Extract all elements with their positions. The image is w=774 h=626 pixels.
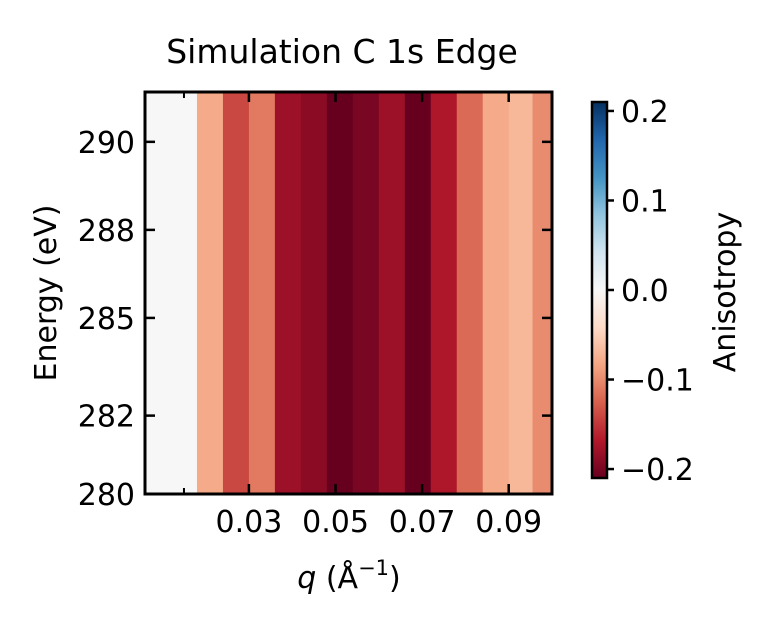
x-axis-label-variable: q <box>297 561 316 596</box>
heatmap-cell <box>145 92 172 494</box>
colorbar-tick-label: −0.2 <box>621 453 694 488</box>
heatmap-cell <box>378 92 406 494</box>
heatmap-cell <box>456 92 484 494</box>
plot-frame <box>143 90 554 496</box>
heatmap-cell <box>196 92 224 494</box>
heatmap-cell <box>222 92 250 494</box>
y-axis-label: Energy (eV) <box>29 205 64 382</box>
chart-title: Simulation C 1s Edge <box>166 32 518 71</box>
y-tick-label: 282 <box>78 400 135 435</box>
y-tick-label: 290 <box>78 126 135 161</box>
y-tick-label: 288 <box>78 214 135 249</box>
heatmap-cell <box>404 92 432 494</box>
x-tick-label: 0.07 <box>389 505 456 540</box>
colorbar-tick-label: 0.0 <box>621 274 669 309</box>
heatmap-cell <box>352 92 380 494</box>
colorbar-tick-labels: −0.2 −0.1 0.0 0.1 0.2 <box>621 95 694 488</box>
x-tick-label: 0.03 <box>216 505 283 540</box>
y-tick-labels: 280 282 285 288 290 <box>78 126 135 513</box>
x-tick-label: 0.09 <box>475 505 542 540</box>
heatmap-cell <box>430 92 458 494</box>
heatmap-cell <box>170 92 198 494</box>
colorbar-tick-label: −0.1 <box>621 364 694 399</box>
x-tick-labels: 0.03 0.05 0.07 0.09 <box>216 505 543 540</box>
colorbar-ticks <box>607 109 614 471</box>
x-axis-label-close: ) <box>389 561 401 596</box>
heatmap-cells <box>145 92 553 494</box>
colorbar-label: Anisotropy <box>708 212 743 372</box>
heatmap-cell <box>248 92 276 494</box>
heatmap-cell <box>482 92 510 494</box>
heatmap-cell <box>508 92 534 494</box>
x-axis-label-exponent: −1 <box>358 556 389 580</box>
y-tick-label: 285 <box>78 302 135 337</box>
colorbar-tick-label: 0.1 <box>621 184 669 219</box>
heatmap-cell <box>532 92 553 494</box>
x-tick-label: 0.05 <box>302 505 369 540</box>
y-tick-label: 280 <box>78 478 135 513</box>
heatmap-cell <box>274 92 302 494</box>
x-axis-label: q (Å−1) <box>297 556 401 596</box>
heatmap-cell <box>300 92 328 494</box>
colorbar <box>590 100 609 480</box>
heatmap-cell <box>326 92 354 494</box>
x-axis-label-unit: (Å <box>316 560 358 596</box>
colorbar-tick-label: 0.2 <box>621 95 669 130</box>
